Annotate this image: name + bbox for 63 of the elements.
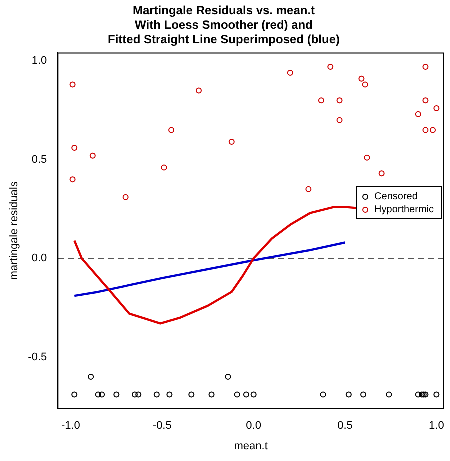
point <box>136 392 142 398</box>
point <box>168 127 175 134</box>
point <box>132 392 138 398</box>
y-tick-label: 1.0 <box>32 55 48 68</box>
point <box>422 98 429 104</box>
text: With Loess Smoother (red) and <box>135 18 313 32</box>
point <box>234 392 240 398</box>
point <box>328 64 334 70</box>
point <box>378 170 385 177</box>
point <box>188 392 195 398</box>
point <box>161 164 168 171</box>
point <box>70 82 76 88</box>
y-tick-label: 0.0 <box>32 252 48 265</box>
point <box>287 70 294 76</box>
point <box>90 152 96 159</box>
point <box>360 392 367 398</box>
point <box>318 98 324 104</box>
point <box>225 374 232 380</box>
point <box>422 127 429 134</box>
text: Martingale Residuals vs. mean.t <box>132 4 316 18</box>
point <box>415 392 422 398</box>
point <box>346 392 352 398</box>
point <box>364 154 370 161</box>
point <box>166 392 173 398</box>
x-tick-label: 0.5 <box>338 420 353 432</box>
point <box>422 392 429 398</box>
point <box>336 98 343 104</box>
point <box>88 374 94 380</box>
point <box>122 194 129 200</box>
x-tick-label: -0.5 <box>152 420 172 432</box>
legend-label: Hyporthermic <box>374 204 434 216</box>
point <box>228 139 235 146</box>
point <box>434 392 440 398</box>
point <box>415 111 422 118</box>
point <box>244 392 250 398</box>
y-tick-label: -0.5 <box>28 351 48 364</box>
text: Fitted Straight Line Superimposed (blue) <box>108 32 340 46</box>
point <box>358 76 365 82</box>
point <box>434 105 440 112</box>
point <box>99 392 106 398</box>
point <box>320 392 326 398</box>
x-tick-label: 1.0 <box>429 420 444 432</box>
point <box>306 186 312 192</box>
legend-label: Censored <box>374 192 418 203</box>
point <box>95 392 102 398</box>
point <box>72 144 78 151</box>
x-tick-label: -1.0 <box>61 420 80 432</box>
point <box>422 64 429 70</box>
point <box>250 392 257 398</box>
point <box>114 392 120 398</box>
y-axis-title: martingale residuals <box>8 181 21 280</box>
x-tick-label: 0.0 <box>246 420 262 432</box>
y-tick-label: 0.5 <box>32 154 48 166</box>
point <box>208 392 215 398</box>
point <box>336 117 343 124</box>
point <box>154 392 160 398</box>
point <box>362 82 368 88</box>
point <box>386 392 392 398</box>
point <box>72 392 78 398</box>
point <box>430 127 436 134</box>
x-axis-title: mean.t <box>234 440 268 452</box>
point <box>70 176 76 183</box>
point <box>196 88 202 94</box>
